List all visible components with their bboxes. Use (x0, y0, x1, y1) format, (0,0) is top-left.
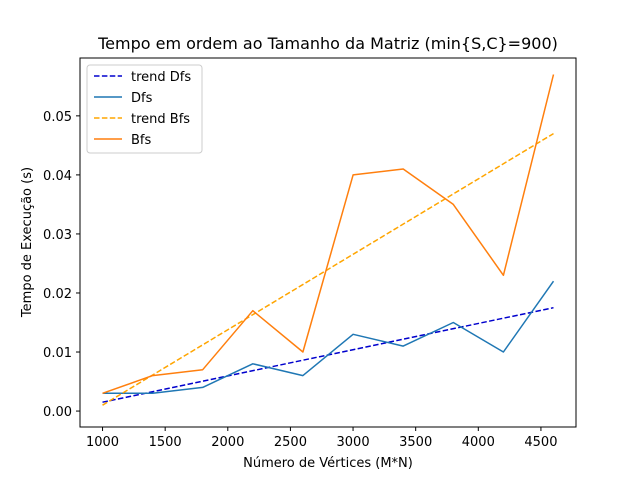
y-tick-label: 0.03 (43, 228, 72, 243)
legend: trend Dfs Dfs trend Bfs Bfs (86, 64, 203, 154)
x-axis: 1000 1500 2000 2500 3000 3500 4000 4500 (86, 427, 557, 450)
legend-box (86, 64, 203, 154)
y-tick-label: 0.05 (43, 110, 72, 125)
legend-label: Bfs (131, 133, 151, 148)
x-tick-label: 2000 (211, 435, 244, 450)
y-axis: 0.00 0.01 0.02 0.03 0.04 0.05 (43, 110, 80, 420)
legend-label: Dfs (131, 91, 153, 106)
y-tick-label: 0.02 (43, 287, 72, 302)
y-axis-label: Tempo de Execução (s) (20, 167, 35, 318)
x-tick-label: 2500 (274, 435, 307, 450)
chart-title: Tempo em ordem ao Tamanho da Matriz (min… (97, 34, 558, 53)
series-layer (102, 74, 555, 406)
x-tick-label: 1500 (149, 435, 182, 450)
x-tick-label: 1000 (86, 435, 119, 450)
x-axis-label: Número de Vértices (M*N) (243, 456, 413, 471)
plot-frame (79, 57, 577, 428)
y-tick-label: 0.04 (43, 169, 72, 184)
legend-label: trend Dfs (131, 70, 191, 85)
y-tick-label: 0.00 (43, 405, 72, 420)
x-tick-label: 4000 (462, 435, 495, 450)
y-tick-label: 0.01 (43, 346, 72, 361)
series-line-trend-bfs (102, 132, 554, 406)
series-line-bfs (102, 74, 555, 395)
series-line-dfs (102, 280, 555, 395)
x-tick-label: 3500 (399, 435, 432, 450)
x-tick-label: 3000 (337, 435, 370, 450)
x-tick-label: 4500 (524, 435, 557, 450)
legend-label: trend Bfs (131, 112, 190, 127)
